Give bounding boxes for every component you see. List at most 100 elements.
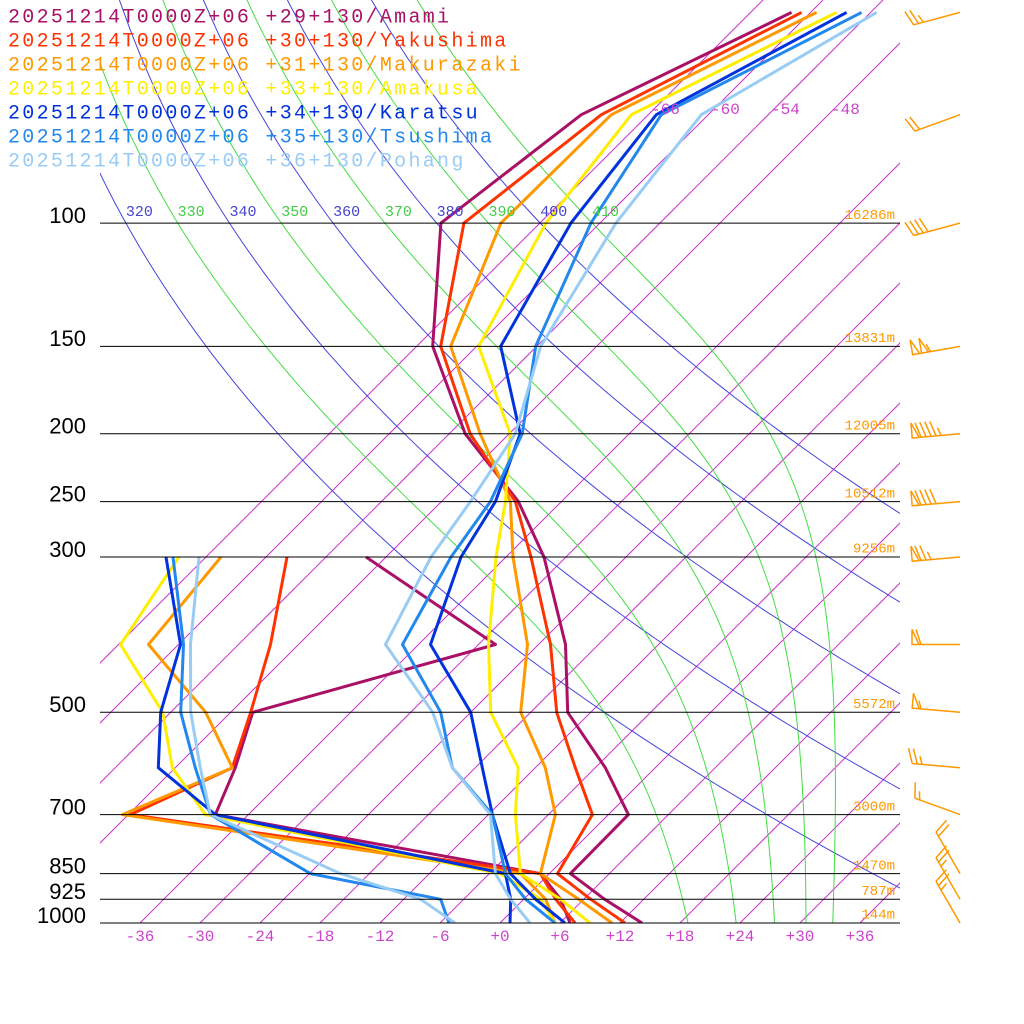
height-label: 787m: [861, 884, 895, 900]
x-tick-label: +6: [550, 928, 569, 946]
dry-adiabat: [286, 0, 900, 603]
isotherm: [439, 462, 900, 923]
x-tick-label: +36: [846, 928, 875, 946]
wind-barb: [935, 819, 961, 874]
isotherm: [799, 822, 900, 923]
isotherm: [619, 642, 900, 923]
x-tick-label: -18: [306, 928, 335, 946]
dry-adiabat: [118, 0, 900, 790]
isotherm: [100, 0, 884, 784]
y-tick-label: 150: [49, 326, 86, 351]
wind-barb: [910, 488, 961, 507]
height-label: 9256m: [853, 542, 895, 558]
isotherm: [100, 0, 764, 664]
isotherm: [259, 282, 900, 923]
isotherm-label: -60: [711, 101, 740, 119]
height-label: 12005m: [845, 418, 895, 434]
legend-entry: 20251214T0000Z+06 +34+130/Karatsu: [8, 102, 480, 125]
wind-barb: [910, 545, 961, 563]
moist-adiabat-label: 390: [488, 204, 515, 221]
height-label: 1470m: [853, 858, 895, 874]
y-tick-label: 500: [49, 692, 86, 717]
dry-adiabat: [100, 172, 900, 889]
dewpoint-line: [213, 555, 572, 923]
temperature-line: [431, 11, 793, 923]
wind-barb: [911, 692, 961, 714]
dry-adiabat-label: 400: [540, 204, 567, 221]
isotherm: [499, 522, 900, 923]
temperature-line: [429, 11, 848, 923]
moist-adiabat-label: 330: [178, 204, 205, 221]
legend-entry: 20251214T0000Z+06 +35+130/Tsushima: [8, 126, 494, 149]
x-tick-label: -36: [126, 928, 155, 946]
isotherm: [319, 342, 900, 923]
x-tick-label: +30: [786, 928, 815, 946]
moist-adiabat-label: 410: [592, 204, 619, 221]
height-label: 3000m: [853, 799, 895, 815]
dry-adiabat-label: 380: [437, 204, 464, 221]
moist-adiabat: [416, 0, 836, 923]
x-tick-label: +0: [490, 928, 509, 946]
legend-entry: 20251214T0000Z+06 +33+130/Amakusa: [8, 78, 480, 101]
isotherm-label: -66: [651, 101, 680, 119]
height-label: 16286m: [845, 208, 895, 224]
axes: -36 -30 -24 -18 -12 -6 +0 +6 +12 +18 +24 +30 +36 -66 -…: [37, 9, 961, 946]
x-tick-label: -24: [246, 928, 275, 946]
isotherm: [679, 702, 900, 923]
wind-barb: [910, 421, 961, 439]
background-lines: [100, 0, 900, 923]
wind-barb: [904, 9, 961, 26]
height-label: 10512m: [845, 486, 895, 502]
height-label: 13831m: [845, 331, 895, 347]
isotherm-label: -54: [771, 101, 800, 119]
y-tick-label: 1000: [37, 903, 86, 928]
y-tick-label: 100: [49, 203, 86, 228]
isotherm: [139, 162, 900, 923]
y-tick-label: 200: [49, 414, 86, 439]
sounding-lines: [119, 11, 878, 923]
legend-entry: 20251214T0000Z+06 +36+130/Pohang: [8, 150, 466, 173]
x-tick-label: -6: [430, 928, 449, 946]
isotherm: [199, 222, 900, 923]
height-label: 144m: [861, 908, 895, 924]
moist-adiabat-label: 350: [281, 204, 308, 221]
wind-barb: [914, 782, 961, 816]
legend-entry: 20251214T0000Z+06 +29+130/Amami: [8, 6, 451, 29]
moist-adiabat: [331, 0, 807, 923]
moist-adiabat: [100, 61, 689, 923]
dewpoint-line: [189, 556, 456, 923]
x-tick-label: +24: [726, 928, 755, 946]
dry-adiabat-label: 320: [126, 204, 153, 221]
x-tick-label: -30: [186, 928, 215, 946]
wind-barb: [909, 337, 961, 356]
isotherm-label: -48: [831, 101, 860, 119]
dry-adiabat: [370, 0, 900, 515]
dewpoint-line: [171, 556, 451, 923]
moist-adiabat: [246, 0, 775, 923]
y-tick-label: 250: [49, 481, 86, 506]
isotherm: [559, 582, 900, 923]
dewpoint-line: [120, 556, 557, 923]
y-tick-label: 850: [49, 853, 86, 878]
isotherm: [739, 762, 900, 923]
dry-adiabat-label: 360: [333, 204, 360, 221]
moist-adiabat-label: 370: [385, 204, 412, 221]
dry-adiabat-label: 340: [229, 204, 256, 221]
isotherm: [379, 402, 900, 923]
dry-adiabat: [202, 0, 900, 695]
x-tick-label: +18: [666, 928, 695, 946]
wind-barb: [904, 113, 961, 132]
x-tick-label: -12: [366, 928, 395, 946]
y-tick-label: 925: [49, 879, 86, 904]
y-tick-label: 700: [49, 794, 86, 819]
y-tick-label: 300: [49, 537, 86, 562]
wind-barb: [911, 629, 961, 646]
wind-barb: [907, 748, 961, 769]
isotherm: [859, 882, 900, 923]
wind-barb: [935, 845, 961, 900]
wind-barb: [935, 869, 961, 924]
wind-barb: [904, 217, 961, 237]
moist-adiabat: [162, 0, 737, 923]
